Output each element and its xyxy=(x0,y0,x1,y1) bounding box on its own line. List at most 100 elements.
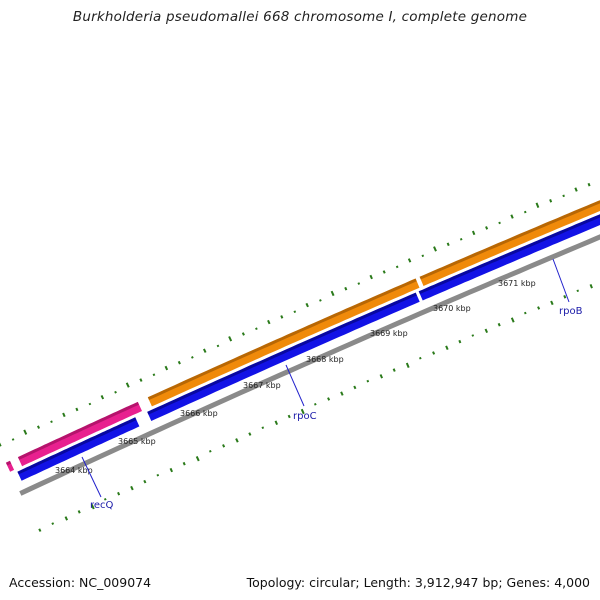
gc-tick xyxy=(293,310,297,314)
gene-label-recq: recQ xyxy=(90,500,114,511)
cds-forward-rpoc xyxy=(147,292,420,421)
kbp-label-3669: 3669 kbp xyxy=(370,329,408,338)
feature-track xyxy=(5,200,600,481)
gc-tick xyxy=(305,302,309,308)
gc-tick xyxy=(433,246,437,252)
gc-tick xyxy=(563,295,567,299)
gc-tick xyxy=(100,394,105,400)
gc-tick xyxy=(340,391,344,396)
gene-label-rpoc: rpoC xyxy=(293,411,317,422)
kbp-tick-labels: 3664 kbp 3665 kbp 3666 kbp 3667 kbp 3668… xyxy=(55,279,536,475)
gc-tick xyxy=(152,373,156,377)
gc-tick xyxy=(23,429,28,435)
chromosome-backbone xyxy=(19,234,600,496)
gc-tick xyxy=(497,322,501,327)
gc-tick xyxy=(0,442,2,447)
gc-tick xyxy=(143,479,147,484)
cds-forward-rpoc-shade xyxy=(147,292,417,415)
rpob-label-line xyxy=(552,258,570,303)
gc-tick xyxy=(208,449,212,453)
gc-tick xyxy=(574,187,578,192)
gc-tick xyxy=(75,407,79,412)
gc-tick xyxy=(407,258,412,263)
kbp-label-3671: 3671 kbp xyxy=(498,279,536,288)
gc-tick xyxy=(191,356,194,359)
gc-tick xyxy=(195,455,200,462)
gene-labels: recQ rpoC rpoB xyxy=(81,258,583,511)
gc-tick xyxy=(274,420,279,425)
gc-tick xyxy=(77,510,81,514)
gc-tick xyxy=(114,390,117,394)
gc-tick xyxy=(344,286,348,291)
gc-tick xyxy=(261,426,265,430)
rpoc-label-line xyxy=(285,364,305,407)
gc-tick xyxy=(202,348,207,353)
gc-tick xyxy=(446,242,450,247)
gc-tick xyxy=(432,351,436,355)
gc-tick xyxy=(64,516,69,521)
gc-tick xyxy=(485,226,489,230)
gc-tick xyxy=(300,408,305,415)
gc-tick xyxy=(366,379,370,383)
gc-tick xyxy=(313,402,317,406)
gc-tick xyxy=(369,274,373,280)
cds-forward-rpob-shade xyxy=(418,214,600,295)
gc-tick xyxy=(62,412,66,418)
gc-tick xyxy=(248,432,252,436)
accession-text: Accession: NC_009074 xyxy=(9,575,152,590)
gc-tick xyxy=(523,210,527,214)
gc-tick xyxy=(182,461,186,466)
gc-tick xyxy=(587,182,591,187)
gc-tick xyxy=(139,378,143,382)
cds-reverse-rpoc xyxy=(147,278,420,407)
gc-tick xyxy=(392,368,396,372)
gc-tick xyxy=(562,194,565,198)
gc-tick xyxy=(510,317,515,323)
gc-tick xyxy=(510,214,514,219)
gc-tick xyxy=(395,265,399,269)
gc-tick xyxy=(125,382,130,388)
gc-tick xyxy=(228,336,233,342)
gc-tick xyxy=(445,345,449,350)
gc-tick xyxy=(418,356,422,360)
map-title: Burkholderia pseudomallei 668 chromosome… xyxy=(72,9,528,25)
gc-tick xyxy=(353,385,357,390)
gc-tick xyxy=(130,485,134,491)
gc-tick xyxy=(216,344,220,348)
gc-tick xyxy=(241,332,245,336)
gc-tick xyxy=(550,300,554,306)
gc-tick xyxy=(549,199,553,203)
gc-tick xyxy=(51,522,55,525)
gc-tick xyxy=(36,425,41,429)
kbp-label-3670: 3670 kbp xyxy=(433,304,471,313)
gc-tick xyxy=(535,202,540,208)
gc-tick xyxy=(484,328,489,334)
gc-tick xyxy=(287,414,291,419)
gc-tick xyxy=(357,282,361,285)
gc-tick xyxy=(471,334,475,337)
cds-reverse-pink-edge-shade xyxy=(5,460,12,466)
cds-reverse-recq-shade xyxy=(17,401,139,460)
gc-tick xyxy=(117,491,121,496)
gc-tick xyxy=(90,503,95,510)
gc-tick xyxy=(222,444,226,448)
gc-skew-inner-ticks xyxy=(0,182,591,447)
gc-tick xyxy=(255,327,258,331)
gc-tick xyxy=(405,362,410,368)
gc-tick xyxy=(235,438,239,443)
gc-tick xyxy=(498,221,501,225)
kbp-label-3668: 3668 kbp xyxy=(306,355,344,364)
gc-tick xyxy=(327,397,331,401)
kbp-label-3664: 3664 kbp xyxy=(55,466,93,475)
gc-tick xyxy=(330,290,335,297)
cds-reverse-rpoc-shade xyxy=(147,278,417,400)
gc-tick xyxy=(103,497,107,501)
kbp-label-3666: 3666 kbp xyxy=(180,409,218,418)
cds-reverse-rpob-shade xyxy=(419,200,600,280)
gc-skew-outer-ticks xyxy=(38,284,593,532)
cds-forward-left xyxy=(17,417,140,481)
gc-tick xyxy=(458,339,462,344)
gc-tick xyxy=(421,254,425,258)
gene-label-rpob: rpoB xyxy=(559,306,583,317)
